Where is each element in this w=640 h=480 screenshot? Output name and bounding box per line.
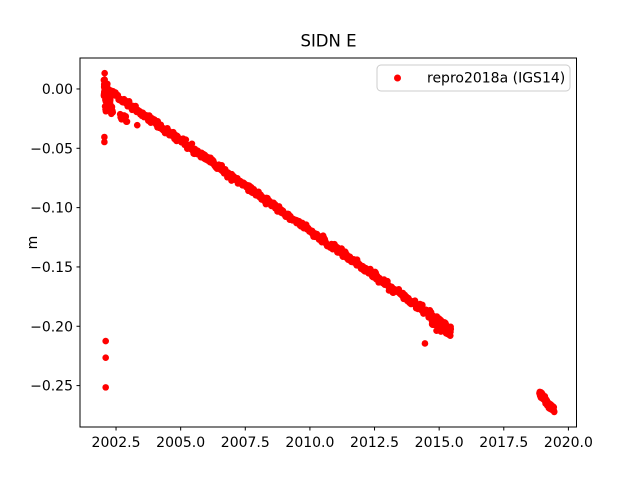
legend-marker-dot xyxy=(394,74,401,82)
chart-title: SIDN E xyxy=(300,32,356,51)
x-tick-label: 2020.0 xyxy=(544,435,593,451)
y-tick-label: −0.15 xyxy=(30,260,73,276)
y-axis-label: m xyxy=(25,236,41,250)
data-points xyxy=(100,69,558,416)
x-axis-ticks: 2002.5 2005.0 2007.5 2010.0 2012.5 2015.0 2017… xyxy=(92,427,593,451)
y-tick-label: −0.20 xyxy=(30,319,73,335)
x-tick-label: 2010.0 xyxy=(285,435,334,451)
x-tick-label: 2005.0 xyxy=(156,435,205,451)
y-tick-label: −0.05 xyxy=(30,141,73,157)
axes-frame xyxy=(79,57,577,428)
y-tick-label: 0.00 xyxy=(42,82,73,98)
y-tick-label: −0.10 xyxy=(30,201,73,217)
x-tick-label: 2002.5 xyxy=(92,435,141,451)
x-tick-label: 2015.0 xyxy=(415,435,464,451)
legend-label: repro2018a (IGS14) xyxy=(427,71,565,87)
y-axis-ticks: 0.00 −0.05 −0.10 −0.15 −0.20 −0.25 xyxy=(30,82,80,395)
legend: repro2018a (IGS14) xyxy=(376,64,571,92)
legend-frame xyxy=(376,64,571,92)
x-tick-label: 2012.5 xyxy=(350,435,399,451)
x-tick-label: 2017.5 xyxy=(479,435,528,451)
x-tick-label: 2007.5 xyxy=(221,435,270,451)
y-tick-label: −0.25 xyxy=(30,379,73,395)
